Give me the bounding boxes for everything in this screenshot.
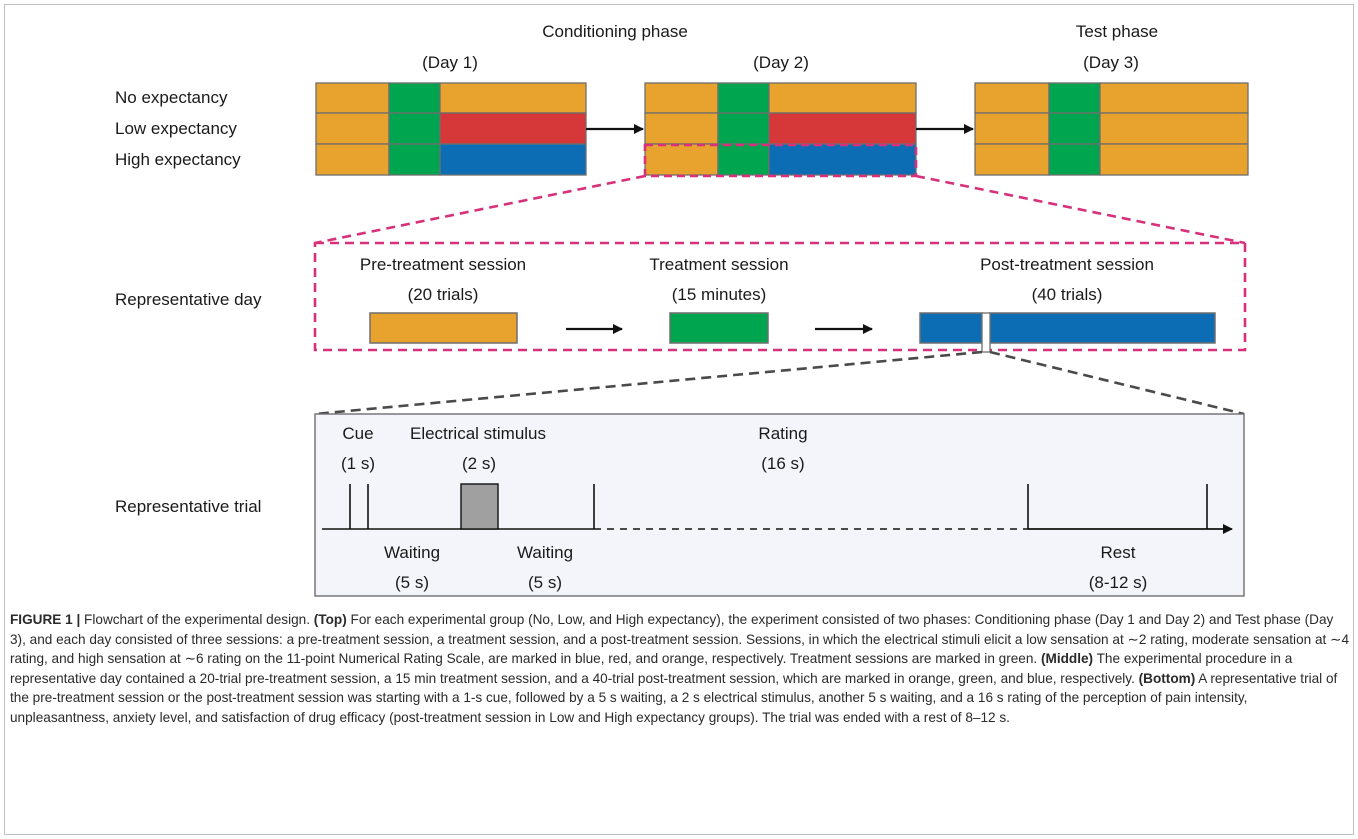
day3-high-pre [974, 143, 1050, 176]
day3-low-treat [1048, 112, 1101, 145]
treatment-session-detail: (15 minutes) [671, 285, 767, 304]
zoom-line-left-trial [314, 350, 983, 416]
day2-low-post [768, 112, 917, 145]
figure-caption: FIGURE 1 | Flowchart of the experimental… [10, 610, 1350, 728]
day1-low-post [439, 112, 587, 145]
day3-no-treat [1048, 82, 1101, 114]
caption-bottom-text: A representative trial of the pre-treatm… [10, 670, 1338, 725]
day1-high-pre [315, 143, 390, 176]
day1-low-treat [388, 112, 441, 145]
zoom-line-left-day [314, 174, 646, 245]
stimulus-duration: (2 s) [462, 454, 496, 473]
day3-low-post [1099, 112, 1249, 145]
figure-frame [4, 4, 1354, 835]
caption-top-label: (Top) [313, 612, 347, 627]
rest-duration: (8-12 s) [1088, 573, 1148, 592]
day1-no-pre [315, 82, 390, 114]
group-label-high: High expectancy [115, 150, 241, 169]
day2-no-post [768, 82, 917, 114]
experimental-design-diagram [313, 82, 1249, 597]
day1-no-post [439, 82, 587, 114]
day1-high-post [439, 143, 587, 176]
day3-no-pre [974, 82, 1050, 114]
day1-label: (Day 1) [422, 53, 478, 72]
pre-session-detail: (20 trials) [407, 285, 479, 304]
day2-high-post [768, 143, 917, 176]
post-treatment-bar-a [919, 312, 983, 344]
group-label-low: Low expectancy [115, 119, 237, 138]
day3-high-treat [1048, 143, 1101, 176]
day3-low-pre [974, 112, 1050, 145]
day2-label: (Day 2) [753, 53, 809, 72]
day2-high-highlight [643, 143, 918, 178]
treatment-bar [669, 312, 769, 344]
caption-middle-label: (Middle) [1040, 651, 1094, 667]
caption-top-text: For each experimental group (No, Low, an… [10, 612, 1350, 667]
day2-high-treat [717, 143, 770, 176]
representative-trial-label: Representative trial [115, 497, 262, 516]
zoom-line-right-day [915, 174, 1246, 245]
cue-label: Cue [342, 424, 374, 443]
day1-grid [315, 82, 587, 176]
waiting1-duration: (5 s) [395, 573, 429, 592]
group-label-no: No expectancy [115, 88, 228, 107]
day2-no-treat [717, 82, 770, 114]
caption-intro: Flowchart of the experimental design. [80, 612, 314, 627]
day2-low-pre [644, 112, 719, 145]
test-phase-label: Test phase [1075, 22, 1159, 41]
day2-grid [644, 82, 917, 176]
rating-label: Rating [758, 424, 808, 443]
rating-duration: (16 s) [761, 454, 805, 473]
day1-no-treat [388, 82, 441, 114]
post-session-detail: (40 trials) [1031, 285, 1103, 304]
day3-grid [974, 82, 1249, 176]
waiting2-label: Waiting [516, 543, 574, 562]
rest-label: Rest [1100, 543, 1136, 562]
day1-low-pre [315, 112, 390, 145]
figure-label: FIGURE 1 | [10, 612, 81, 627]
cue-duration: (1 s) [341, 454, 375, 473]
day2-high-pre [644, 143, 719, 176]
day3-high-post [1099, 143, 1249, 176]
zoom-line-right-trial [989, 350, 1245, 416]
stimulus-label: Electrical stimulus [409, 424, 547, 443]
day3-no-post [1099, 82, 1249, 114]
day2-low-treat [717, 112, 770, 145]
representative-day-box [313, 241, 1247, 352]
pre-treatment-bar [369, 312, 518, 344]
day2-no-pre [644, 82, 719, 114]
post-treatment-bar-b [989, 312, 1216, 344]
day1-high-treat [388, 143, 441, 176]
treatment-session-title: Treatment session [649, 255, 789, 274]
waiting2-duration: (5 s) [528, 573, 562, 592]
conditioning-phase-label: Conditioning phase [542, 22, 688, 41]
pre-session-title: Pre-treatment session [359, 255, 527, 274]
day3-label: (Day 3) [1083, 53, 1139, 72]
waiting1-label: Waiting [383, 543, 441, 562]
representative-day-label: Representative day [115, 290, 262, 309]
stimulus-block [460, 483, 499, 530]
caption-bottom-label: (Bottom) [1138, 670, 1196, 686]
single-trial-marker [981, 312, 991, 353]
post-session-title: Post-treatment session [980, 255, 1154, 274]
caption-middle-text: The experimental procedure in a represen… [10, 651, 1293, 686]
